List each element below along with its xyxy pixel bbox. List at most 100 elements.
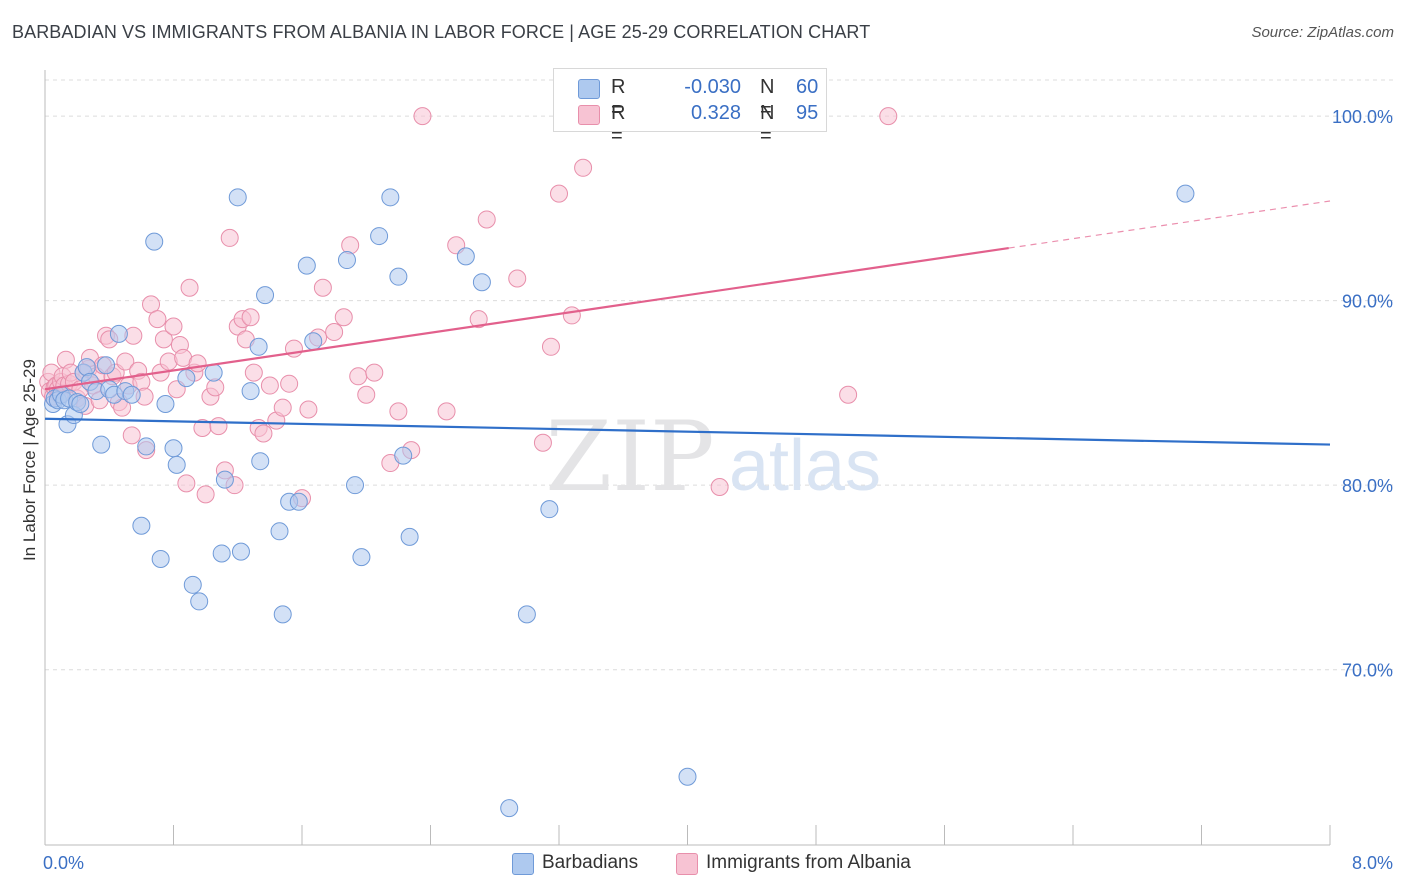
barbadian-point — [241, 382, 260, 401]
legend-n-label: N = — [760, 102, 775, 147]
source-label: Source: ZipAtlas.com — [1251, 24, 1394, 41]
watermark-zip: ZIP — [545, 401, 714, 513]
barbadian-point — [289, 492, 308, 511]
albania-point — [341, 236, 360, 255]
legend-n-value: 60 — [796, 76, 819, 98]
barbadian-point — [183, 575, 202, 594]
albania-point — [389, 402, 408, 421]
barbadian-point — [215, 470, 234, 489]
albania-point — [710, 478, 729, 497]
albania-point — [357, 385, 376, 404]
barbadian-point — [256, 286, 275, 305]
correlation-legend: R = -0.030 N = 60 R = 0.328 N = 95 — [553, 68, 827, 147]
barbadian-point — [204, 363, 223, 382]
barbadian-trend-line — [44, 417, 1331, 446]
barbadian-point — [678, 767, 697, 786]
barbadian-point — [167, 455, 186, 474]
albania-point — [196, 485, 215, 504]
watermark: ZIP atlas — [545, 401, 881, 513]
albania-point — [244, 363, 263, 382]
y-axis-label: In Labor Force | Age 25-29 — [20, 359, 39, 561]
albania-point — [325, 323, 344, 342]
barbadian-point — [472, 273, 491, 292]
y-tick-label: 70.0% — [1342, 661, 1393, 681]
x-tick-labels: 0.0% 8.0% — [43, 853, 1393, 873]
series-swatch-blue — [512, 853, 534, 875]
barbadian-point — [273, 605, 292, 624]
albania-point — [508, 269, 527, 288]
albania-point — [349, 367, 368, 386]
trend-lines — [44, 200, 1331, 446]
barbadian-point — [400, 527, 419, 546]
albania-point — [533, 433, 552, 452]
legend-swatch-blue — [578, 79, 600, 99]
albania-point — [260, 376, 279, 395]
series-label: Immigrants from Albania — [706, 852, 911, 873]
albania-point — [122, 426, 141, 445]
albania-point — [562, 306, 581, 325]
albania-point — [574, 158, 593, 177]
albania-point — [148, 310, 167, 329]
albania-point — [541, 337, 560, 356]
barbadian-point — [164, 439, 183, 458]
chart-title: BARBADIAN VS IMMIGRANTS FROM ALBANIA IN … — [12, 22, 871, 42]
series-label: Barbadians — [542, 852, 639, 873]
barbadian-point — [352, 548, 371, 567]
albania-point — [280, 374, 299, 393]
albania-point — [550, 184, 568, 203]
series-legend: Barbadians Immigrants from Albania — [0, 851, 1406, 877]
legend-r-value: -0.030 — [684, 76, 741, 98]
barbadian-point — [500, 799, 519, 818]
barbadian-point — [145, 232, 164, 251]
barbadian-point — [346, 476, 365, 495]
albania-point — [220, 228, 239, 247]
barbadian-point — [251, 452, 270, 471]
barbadian-point — [249, 337, 268, 356]
albania-point — [365, 363, 384, 382]
albania-point — [839, 385, 858, 404]
barbadian-point — [156, 394, 175, 413]
barbadian-point — [370, 227, 389, 246]
x-tick-label: 8.0% — [1352, 853, 1393, 873]
barbadian-point — [304, 332, 323, 351]
legend-r-value: 0.328 — [690, 102, 741, 124]
barbadian-point — [228, 188, 247, 207]
albania-point — [254, 424, 273, 443]
albania-point — [154, 330, 173, 349]
albania-point — [437, 402, 456, 421]
x-tick-label: 0.0% — [43, 853, 84, 873]
series-swatch-pink — [676, 853, 698, 875]
barbadian-point — [177, 369, 196, 388]
albania-point — [477, 210, 496, 229]
legend-n-label: N = — [760, 76, 775, 121]
barbadian-point — [71, 394, 90, 413]
barbadian-points — [44, 184, 1195, 818]
barbadian-point — [92, 435, 111, 454]
albania-point — [469, 310, 488, 329]
barbadian-point — [122, 385, 141, 404]
barbadian-point — [77, 358, 96, 377]
barbadian-point — [389, 267, 408, 286]
albania-point — [879, 107, 898, 126]
legend-r-label: R = — [611, 76, 626, 121]
legend-n-value: 95 — [796, 102, 819, 124]
albania-point — [299, 400, 318, 419]
barbadian-point — [190, 592, 209, 611]
albania-point — [177, 474, 196, 493]
y-tick-label: 80.0% — [1342, 476, 1393, 496]
albania-point — [241, 308, 260, 327]
barbadian-point — [97, 356, 116, 375]
albania-point — [188, 354, 207, 373]
albania-point — [180, 278, 199, 297]
barbadian-point — [137, 437, 156, 456]
barbadian-point — [151, 549, 170, 568]
albania-point — [334, 308, 353, 327]
albania-point — [164, 317, 183, 336]
legend-r-label: R = — [611, 102, 626, 147]
axes — [44, 70, 1331, 846]
barbadian-point — [517, 605, 536, 624]
barbadian-point — [270, 522, 289, 541]
albania-point — [209, 417, 228, 436]
barbadian-point — [394, 446, 413, 465]
